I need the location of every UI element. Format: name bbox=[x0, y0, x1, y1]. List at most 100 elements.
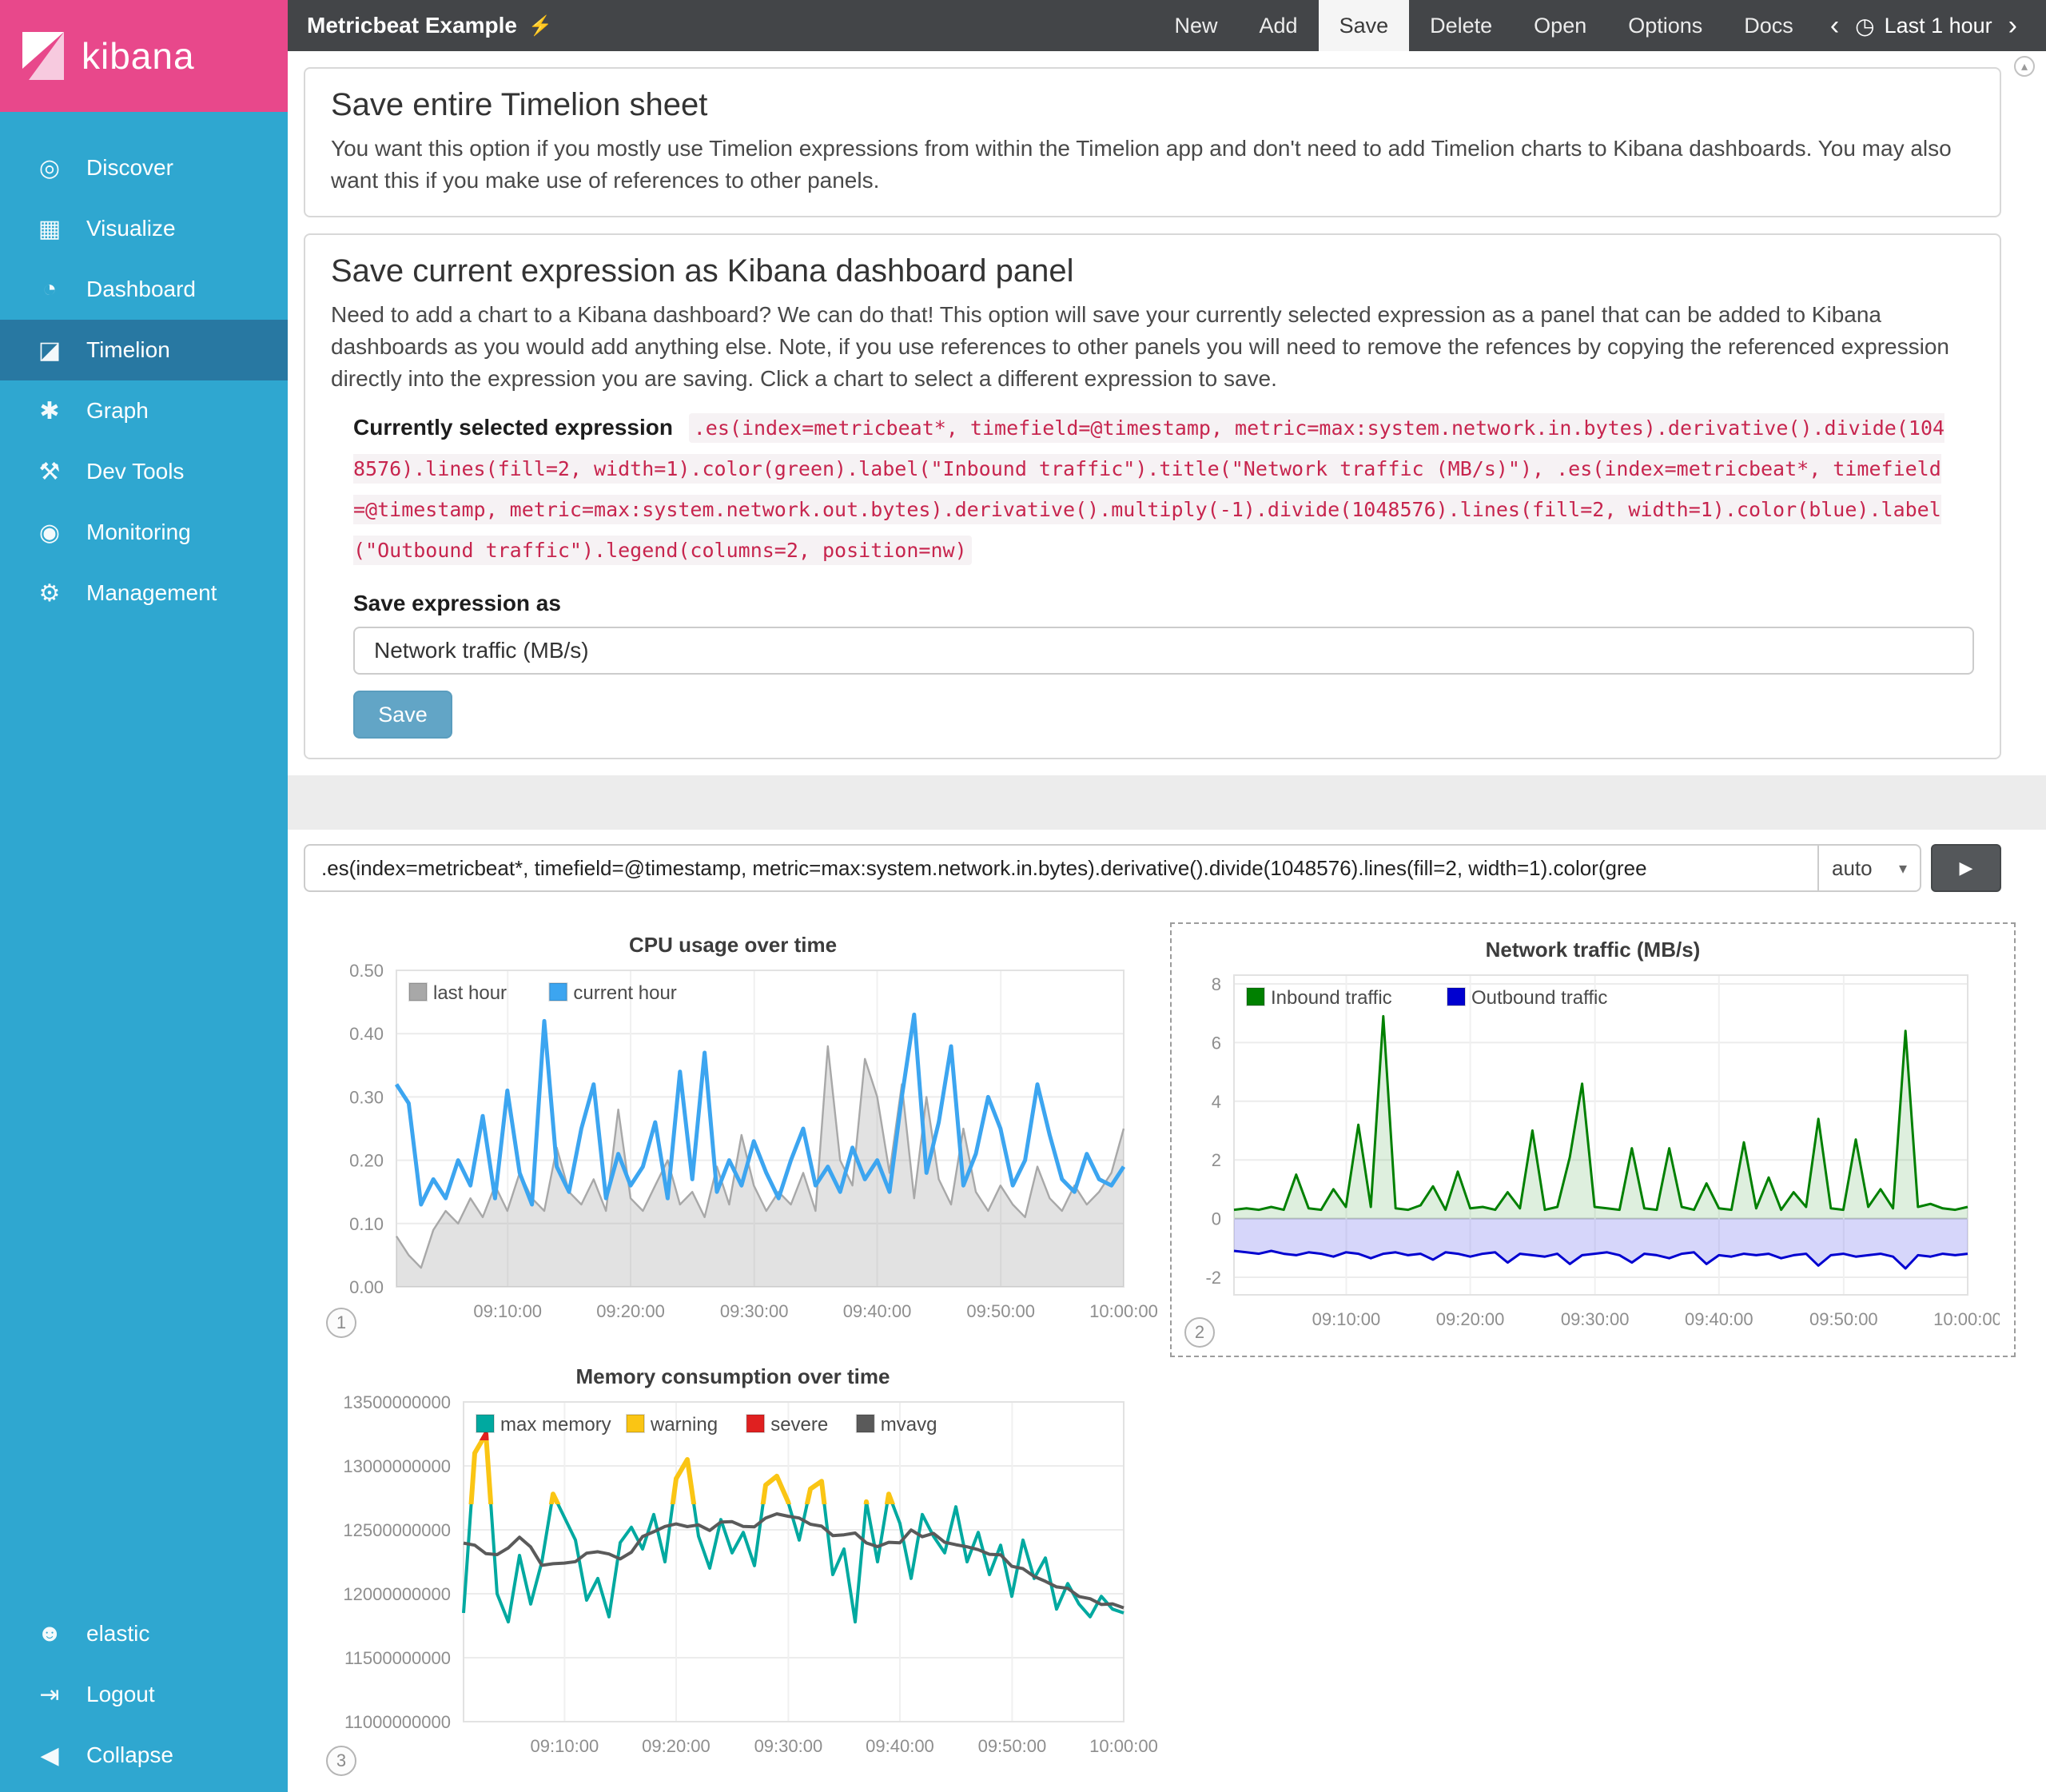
svg-text:09:30:00: 09:30:00 bbox=[1561, 1309, 1630, 1329]
panel-number: 2 bbox=[1184, 1317, 1215, 1348]
clock-icon: ◷ bbox=[1855, 13, 1875, 38]
svg-text:severe: severe bbox=[770, 1414, 828, 1436]
svg-text:09:40:00: 09:40:00 bbox=[866, 1736, 934, 1756]
time-back-button[interactable]: ‹ bbox=[1829, 10, 1840, 41]
svg-text:09:30:00: 09:30:00 bbox=[754, 1736, 823, 1756]
collapse-chrome-button[interactable]: ▴ bbox=[2014, 56, 2035, 77]
interval-select[interactable]: auto ▾ bbox=[1819, 844, 1921, 892]
chart-title: CPU usage over time bbox=[628, 933, 838, 957]
save-expression-button[interactable]: Save bbox=[353, 691, 452, 739]
svg-text:09:20:00: 09:20:00 bbox=[642, 1736, 711, 1756]
sidebar-item-graph[interactable]: ✱ Graph bbox=[0, 380, 288, 441]
sidebar-item-timelion[interactable]: ◪ Timelion bbox=[0, 320, 288, 380]
svg-text:13500000000: 13500000000 bbox=[343, 1392, 451, 1412]
svg-text:10:00:00: 10:00:00 bbox=[1933, 1309, 2000, 1329]
spacer bbox=[288, 775, 2046, 830]
kibana-wordmark: kibana bbox=[82, 35, 195, 77]
svg-text:11500000000: 11500000000 bbox=[344, 1648, 451, 1668]
menu-item-add[interactable]: Add bbox=[1259, 13, 1298, 38]
chart-network-traffic[interactable]: Network traffic (MB/s) 8 6 4 2 0 -2 09:10:00 09… bbox=[1170, 922, 2016, 1357]
sidebar-item-dev-tools[interactable]: ⚒ Dev Tools bbox=[0, 441, 288, 502]
logout-icon: ⇥ bbox=[39, 1681, 60, 1708]
sidebar-item-label: Logout bbox=[86, 1682, 155, 1706]
panel-number: 1 bbox=[326, 1308, 356, 1338]
svg-text:last hour: last hour bbox=[433, 982, 507, 1004]
discover-icon: ◎ bbox=[38, 154, 61, 181]
expression-bar: auto ▾ ▶ bbox=[288, 830, 2046, 903]
save-expression-title: Save current expression as Kibana dashbo… bbox=[331, 253, 1074, 289]
sidebar-item-label: Discover bbox=[86, 155, 173, 180]
svg-text:-2: -2 bbox=[1205, 1268, 1221, 1288]
kibana-logo-mark bbox=[22, 32, 64, 80]
svg-text:warning: warning bbox=[650, 1414, 718, 1436]
menu-item-open[interactable]: Open bbox=[1534, 13, 1587, 38]
sidebar-item-label: Dashboard bbox=[86, 277, 196, 301]
svg-text:0: 0 bbox=[1212, 1209, 1221, 1229]
run-expression-button[interactable]: ▶ bbox=[1931, 844, 2001, 892]
sidebar-item-elastic[interactable]: ☻ elastic bbox=[0, 1603, 288, 1664]
sidebar-item-management[interactable]: ⚙ Management bbox=[0, 563, 288, 623]
svg-text:0.50: 0.50 bbox=[349, 961, 384, 981]
save-sheet-panel: Save entire Timelion sheet You want this… bbox=[304, 67, 2001, 217]
sidebar-item-label: Visualize bbox=[86, 216, 176, 241]
sidebar-item-visualize[interactable]: ▦ Visualize bbox=[0, 198, 288, 259]
sidebar-item-label: elastic bbox=[86, 1621, 150, 1646]
sheet-title-text: Metricbeat Example bbox=[307, 13, 517, 38]
management-icon: ⚙ bbox=[38, 579, 61, 607]
timelion-expression-input[interactable] bbox=[304, 844, 1819, 892]
sidebar-item-monitoring[interactable]: ◉ Monitoring bbox=[0, 502, 288, 563]
graph-icon: ✱ bbox=[39, 397, 60, 424]
save-as-input[interactable] bbox=[353, 627, 1974, 675]
caret-down-icon: ▾ bbox=[1898, 859, 1907, 878]
svg-text:09:10:00: 09:10:00 bbox=[531, 1736, 599, 1756]
svg-text:09:50:00: 09:50:00 bbox=[966, 1301, 1035, 1321]
chart-memory-consumption[interactable]: Memory consumption over time 13500000000… bbox=[304, 1364, 1162, 1776]
svg-text:Inbound traffic: Inbound traffic bbox=[1271, 987, 1392, 1009]
timelion-icon: ◪ bbox=[38, 336, 62, 364]
sidebar-nav: ◎ Discover ▦ Visualize ◔ Dashboard ◪ Timelion ✱ G… bbox=[0, 112, 288, 623]
sidebar-item-collapse[interactable]: ◀ Collapse bbox=[0, 1725, 288, 1786]
sidebar-item-dashboard[interactable]: ◔ Dashboard bbox=[0, 259, 288, 320]
menu-item-docs[interactable]: Docs bbox=[1744, 13, 1793, 38]
svg-text:Outbound traffic: Outbound traffic bbox=[1471, 987, 1607, 1009]
charts-area: CPU usage over time 0.50 0.40 0.30 0.20 0.10… bbox=[288, 903, 2046, 1792]
selected-expression-label: Currently selected expression bbox=[353, 415, 673, 440]
save-options: Save entire Timelion sheet You want this… bbox=[288, 51, 2046, 759]
svg-text:0.30: 0.30 bbox=[349, 1087, 384, 1107]
time-forward-button[interactable]: › bbox=[2008, 10, 2017, 41]
sidebar-item-label: Graph bbox=[86, 398, 149, 423]
sidebar-item-label: Management bbox=[86, 580, 217, 605]
kibana-logo[interactable]: kibana bbox=[0, 0, 288, 112]
menu-item-new[interactable]: New bbox=[1174, 13, 1218, 38]
sidebar-item-logout[interactable]: ⇥ Logout bbox=[0, 1664, 288, 1725]
sidebar-item-discover[interactable]: ◎ Discover bbox=[0, 137, 288, 198]
menu-item-delete[interactable]: Delete bbox=[1430, 13, 1493, 38]
svg-text:09:10:00: 09:10:00 bbox=[473, 1301, 542, 1321]
svg-text:2: 2 bbox=[1212, 1150, 1221, 1170]
svg-text:12000000000: 12000000000 bbox=[343, 1584, 451, 1604]
svg-text:8: 8 bbox=[1212, 974, 1221, 994]
svg-text:6: 6 bbox=[1212, 1033, 1221, 1053]
top-menu: New Add Save Delete Open Options Docs bbox=[1154, 0, 1814, 51]
save-sheet-description: You want this option if you mostly use T… bbox=[331, 136, 1952, 193]
svg-text:09:20:00: 09:20:00 bbox=[596, 1301, 665, 1321]
sidebar-item-label: Timelion bbox=[86, 337, 170, 362]
devtools-icon: ⚒ bbox=[38, 458, 61, 485]
time-picker-button[interactable]: ◷ Last 1 hour bbox=[1855, 13, 1992, 39]
sidebar-footer: ☻ elastic ⇥ Logout ◀ Collapse bbox=[0, 1603, 288, 1792]
main-area: Metricbeat Example ⚡ New Add Save Delete Ope… bbox=[288, 0, 2046, 1792]
lightning-icon: ⚡ bbox=[528, 14, 552, 37]
chart-title: Memory consumption over time bbox=[575, 1364, 890, 1388]
svg-text:09:40:00: 09:40:00 bbox=[843, 1301, 912, 1321]
sidebar: kibana ◎ Discover ▦ Visualize ◔ Dashboard ◪ Tim… bbox=[0, 0, 288, 1792]
chart-cpu-usage[interactable]: CPU usage over time 0.50 0.40 0.30 0.20 0.10… bbox=[304, 932, 1162, 1338]
svg-text:max memory: max memory bbox=[500, 1414, 611, 1436]
chart-plot: 8 6 4 2 0 -2 09:10:00 09:20:00 09:30:00 09:40:00 0… bbox=[1186, 966, 2000, 1343]
svg-text:09:50:00: 09:50:00 bbox=[978, 1736, 1047, 1756]
chart-plot: 13500000000 13000000000 12500000000 1200000… bbox=[304, 1392, 1162, 1773]
svg-text:0.40: 0.40 bbox=[349, 1024, 384, 1044]
menu-item-save[interactable]: Save bbox=[1318, 0, 1410, 51]
save-sheet-title: Save entire Timelion sheet bbox=[331, 87, 708, 122]
menu-item-options[interactable]: Options bbox=[1628, 13, 1703, 38]
